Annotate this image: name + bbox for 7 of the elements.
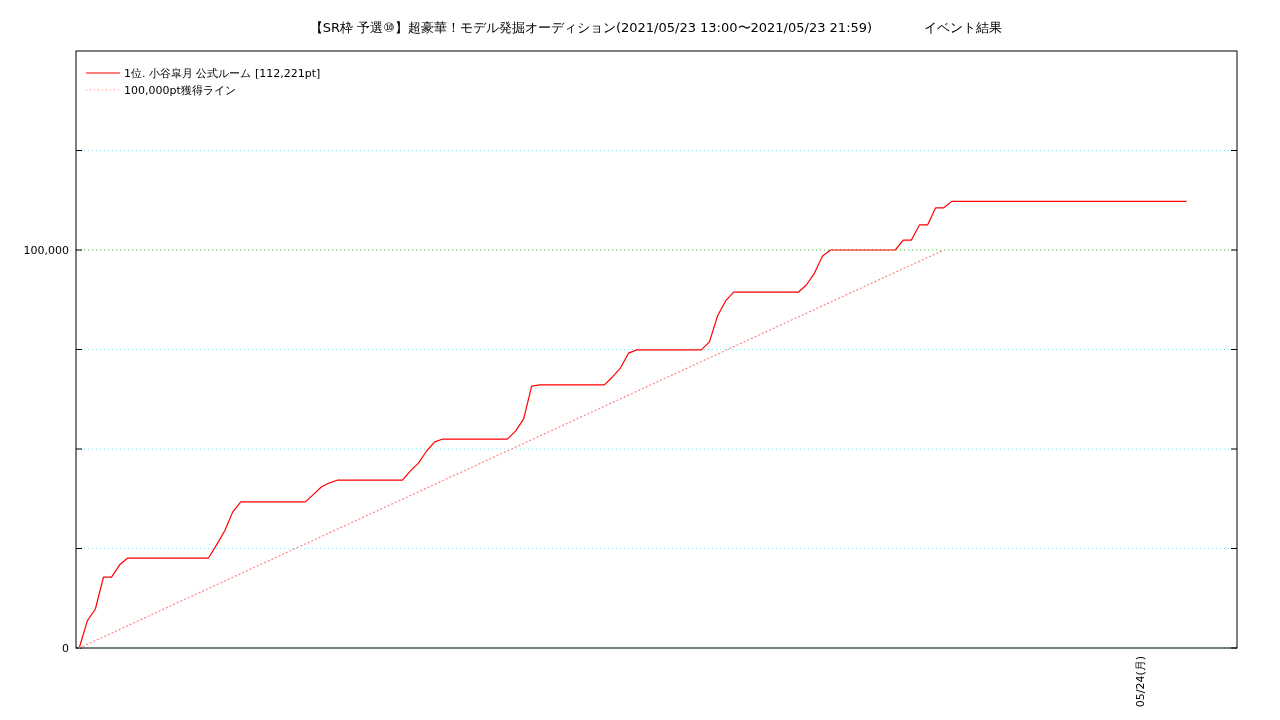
y-tick-label: 100,000 xyxy=(23,244,69,257)
legend-label: 1位. 小谷皐月 公式ルーム [112,221pt] xyxy=(124,67,321,80)
legend-label: 100,000pt獲得ライン xyxy=(124,84,236,97)
text: 05/24(月) xyxy=(1134,656,1147,708)
y-tick-label: 0 xyxy=(62,642,69,655)
line-series xyxy=(78,200,1187,649)
chart-title: 【SR枠 予選⑩】超豪華！モデル発掘オーディション(2021/05/23 13:00〜2021/05/23 21:59) イベント結果 xyxy=(309,20,1003,35)
